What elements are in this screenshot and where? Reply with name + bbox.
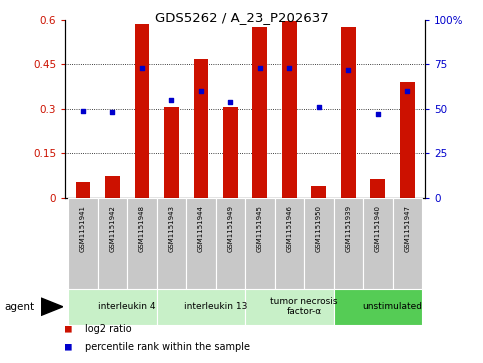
Bar	[282, 21, 297, 198]
Bar	[253, 27, 267, 198]
Bar	[194, 58, 208, 198]
Text: tumor necrosis
factor-α: tumor necrosis factor-α	[270, 297, 338, 317]
Text: GSM1151948: GSM1151948	[139, 205, 145, 252]
Text: ■: ■	[65, 342, 72, 352]
Point	[315, 104, 323, 110]
Bar	[370, 179, 385, 198]
Text: interleukin 4: interleukin 4	[99, 302, 156, 311]
Text: unstimulated: unstimulated	[363, 302, 423, 311]
Bar	[68, 198, 98, 289]
Bar	[223, 107, 238, 198]
Point	[285, 65, 293, 71]
Bar	[215, 198, 245, 289]
Text: ■: ■	[65, 323, 72, 334]
Text: GSM1151947: GSM1151947	[404, 205, 411, 252]
Bar	[400, 82, 415, 198]
Point	[227, 99, 234, 105]
Point	[344, 67, 352, 73]
Text: GSM1151949: GSM1151949	[227, 205, 233, 252]
Bar	[275, 198, 304, 289]
Text: GSM1151945: GSM1151945	[257, 205, 263, 252]
Bar	[68, 289, 156, 325]
Point	[109, 109, 116, 114]
Point	[374, 111, 382, 117]
Text: GSM1151950: GSM1151950	[316, 205, 322, 252]
Text: GSM1151943: GSM1151943	[169, 205, 174, 252]
Bar	[334, 198, 363, 289]
Bar	[156, 198, 186, 289]
Text: GSM1151941: GSM1151941	[80, 205, 86, 252]
Bar	[127, 198, 156, 289]
Text: GSM1151939: GSM1151939	[345, 205, 351, 252]
Point	[403, 88, 411, 94]
Bar	[164, 107, 179, 198]
Bar	[105, 176, 120, 198]
Bar	[312, 186, 326, 198]
Bar	[156, 289, 245, 325]
Text: percentile rank within the sample: percentile rank within the sample	[85, 342, 250, 352]
Bar	[135, 24, 149, 198]
Point	[138, 65, 146, 71]
Bar	[393, 198, 422, 289]
Bar	[245, 198, 275, 289]
Point	[168, 97, 175, 103]
Text: log2 ratio: log2 ratio	[85, 323, 131, 334]
Bar	[341, 27, 355, 198]
Bar	[363, 198, 393, 289]
Text: GDS5262 / A_23_P202637: GDS5262 / A_23_P202637	[155, 11, 328, 24]
Text: interleukin 13: interleukin 13	[184, 302, 247, 311]
Text: GSM1151942: GSM1151942	[109, 205, 115, 252]
Point	[197, 88, 205, 94]
Bar	[334, 289, 422, 325]
Bar	[245, 289, 334, 325]
Polygon shape	[41, 298, 63, 315]
Bar	[75, 182, 90, 198]
Text: GSM1151946: GSM1151946	[286, 205, 292, 252]
Bar	[98, 198, 127, 289]
Bar	[186, 198, 215, 289]
Point	[79, 108, 87, 114]
Text: GSM1151940: GSM1151940	[375, 205, 381, 252]
Text: GSM1151944: GSM1151944	[198, 205, 204, 252]
Text: agent: agent	[5, 302, 35, 312]
Bar	[304, 198, 334, 289]
Point	[256, 65, 264, 71]
